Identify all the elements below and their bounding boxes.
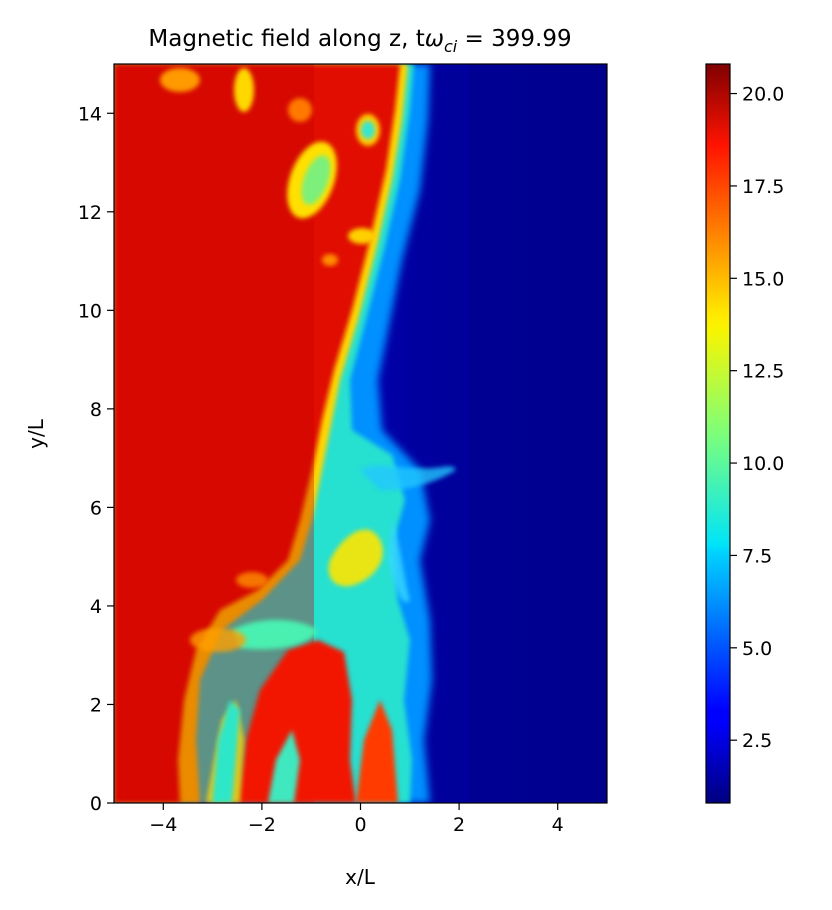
colorbar-tick-label: 15.0 (742, 268, 784, 290)
y-tick-label: 6 (90, 497, 102, 519)
chart-title: Magnetic field along z, tωci = 399.99 (148, 26, 571, 56)
colorbar-tick-label: 10.0 (742, 453, 784, 475)
colorbar-tick-label: 20.0 (742, 84, 784, 106)
y-axis-label: y/L (24, 418, 48, 449)
y-tick-label: 4 (90, 596, 102, 618)
x-tick-label: −2 (248, 814, 276, 836)
x-axis: −4 −2 0 2 4 (149, 803, 564, 836)
x-tick-label: 2 (453, 814, 465, 836)
y-tick-label: 14 (78, 103, 102, 125)
y-axis: 0 2 4 6 8 10 12 14 (78, 103, 114, 815)
x-axis-label: x/L (345, 865, 376, 889)
y-tick-label: 0 (90, 793, 102, 815)
colorbar-tick-label: 12.5 (742, 361, 784, 383)
y-tick-label: 8 (90, 399, 102, 421)
colorbar-tick-label: 17.5 (742, 176, 784, 198)
colorbar-ticks: 2.5 5.0 7.5 10.0 12.5 15.0 17.5 20.0 (730, 84, 784, 752)
y-tick-label: 10 (78, 300, 102, 322)
x-tick-label: −4 (149, 814, 177, 836)
x-tick-label: 4 (552, 814, 564, 836)
heatmap-field (114, 64, 607, 803)
colorbar-tick-label: 5.0 (742, 638, 772, 660)
x-tick-label: 0 (354, 814, 366, 836)
colorbar (705, 63, 731, 804)
colorbar-tick-label: 2.5 (742, 730, 772, 752)
y-tick-label: 12 (78, 202, 102, 224)
y-tick-label: 2 (90, 694, 102, 716)
colorbar-tick-label: 7.5 (742, 545, 772, 567)
high-field-region (114, 64, 400, 803)
